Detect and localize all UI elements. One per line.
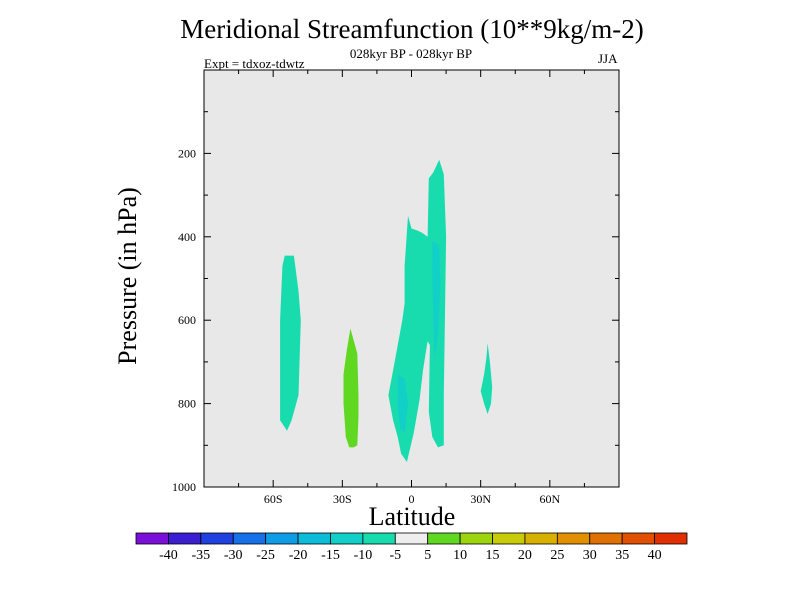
- colorbar-swatch: [265, 532, 299, 545]
- colorbar-swatch: [362, 532, 396, 545]
- colorbar-label: -40: [159, 548, 178, 563]
- colorbar-swatch: [200, 532, 234, 545]
- y-tick-label: 200: [178, 146, 196, 160]
- colorbar-swatch: [459, 532, 493, 545]
- colorbar-label: -20: [289, 548, 308, 563]
- colorbar-swatch: [135, 532, 169, 545]
- contour-region-2: [343, 328, 359, 448]
- contour-regions: [280, 159, 493, 462]
- colorbar-swatch: [297, 532, 331, 545]
- colorbar-label: 10: [453, 548, 467, 563]
- axis-ticks: 60S 30S 0 30N 60N 200 400 600 800 1000: [172, 70, 619, 506]
- colorbar-label: 5: [424, 548, 431, 563]
- colorbar-label: 15: [486, 548, 500, 563]
- contour-region-1: [280, 255, 301, 431]
- y-tick-label: 800: [178, 397, 196, 411]
- plot-frame: [203, 69, 620, 488]
- colorbar-swatch: [589, 532, 623, 545]
- colorbar-label: -15: [321, 548, 340, 563]
- x-tick-label: 0: [409, 492, 415, 506]
- colorbar-swatch: [427, 532, 461, 545]
- colorbar-swatch: [556, 532, 591, 545]
- colorbar-swatch: [394, 532, 429, 545]
- colorbar-swatch: [168, 532, 202, 545]
- colorbar-label: 35: [615, 548, 629, 563]
- y-tick-label: 1000: [172, 480, 196, 494]
- colorbar-swatch: [232, 532, 267, 545]
- contour-region-6: [480, 343, 493, 414]
- colorbar-label: -25: [256, 548, 275, 563]
- colorbar-label: 20: [518, 548, 532, 563]
- colorbar-label: -10: [354, 548, 373, 563]
- colorbar-swatch: [330, 532, 364, 545]
- experiment-label: Expt = tdxoz-tdwtz: [204, 56, 305, 71]
- colorbar-label: 25: [550, 548, 564, 563]
- x-axis-label: Latitude: [368, 502, 456, 531]
- colorbar-swatch: [654, 532, 688, 545]
- x-tick-label: 60N: [539, 492, 560, 506]
- x-tick-label: 30N: [470, 492, 491, 506]
- colorbar-label: -30: [224, 548, 243, 563]
- y-tick-label: 400: [178, 230, 196, 244]
- colorbar-label: 30: [583, 548, 597, 563]
- x-tick-label: 60S: [264, 492, 283, 506]
- colorbar-label: -5: [389, 548, 401, 563]
- colorbar-swatch: [621, 532, 655, 545]
- colorbar-swatch: [492, 532, 526, 545]
- y-tick-label: 600: [178, 313, 196, 327]
- x-tick-label: 30S: [333, 492, 352, 506]
- colorbar: -40 -35 -30 -25 -20 -15 -10 -5 5 10 15 20 25 30 35 40: [135, 532, 688, 563]
- chart-title: Meridional Streamfunction (10**9kg/m-2): [180, 14, 644, 44]
- colorbar-swatch: [524, 532, 558, 545]
- contour-region-4: [432, 241, 441, 358]
- chart-subtitle: 028kyr BP - 028kyr BP: [349, 46, 473, 61]
- contour-region-5: [397, 374, 408, 433]
- colorbar-label: -35: [191, 548, 210, 563]
- colorbar-label: 40: [648, 548, 662, 563]
- season-label: JJA: [598, 51, 618, 66]
